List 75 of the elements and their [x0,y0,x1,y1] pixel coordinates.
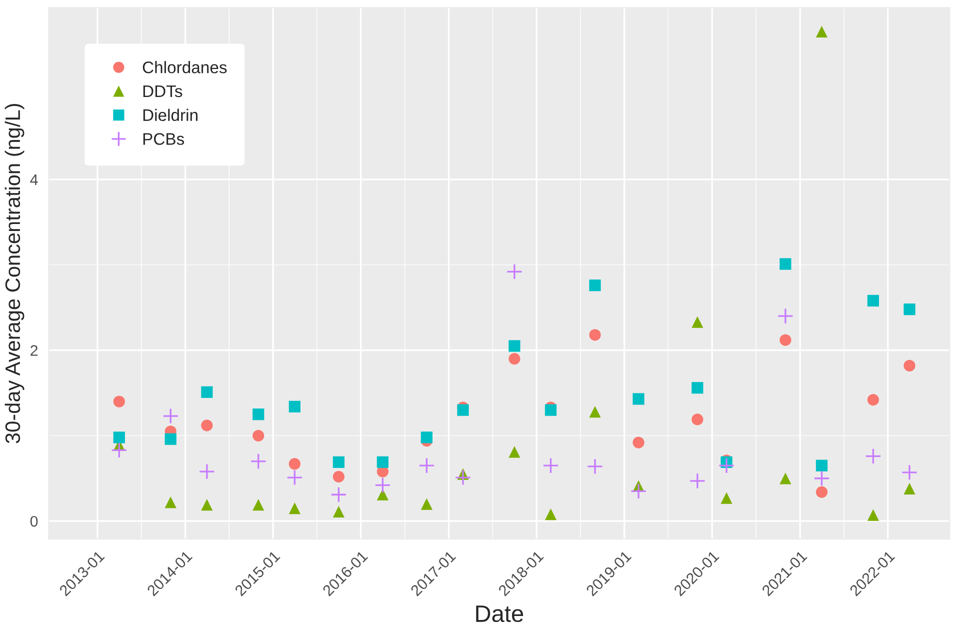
point [692,382,704,394]
point [904,482,916,494]
point [904,360,916,372]
point [376,488,388,500]
point [420,432,432,444]
point [508,340,520,352]
point [420,498,432,510]
point [113,432,125,444]
point [332,506,344,518]
point [162,408,179,424]
point [632,393,644,405]
point [330,486,347,503]
point [252,499,264,511]
point [720,492,732,504]
point [201,499,213,511]
point [508,352,520,365]
point [816,460,828,472]
point [780,334,792,346]
point [286,469,303,486]
point [418,457,435,474]
point [288,502,300,514]
point [198,463,216,480]
point [689,472,706,490]
y-axis-title: 30-day Average Concentration (ng/L) [4,104,24,444]
point [586,458,604,475]
point [632,436,644,448]
point [589,406,601,418]
legend-label: DDTs [143,86,182,98]
point [544,508,557,520]
point [867,394,879,406]
point [867,509,879,521]
legend-label: Chlordanes [142,61,227,74]
point [630,483,647,500]
point [288,400,300,412]
point [332,470,344,482]
point [113,396,125,408]
point [718,457,735,474]
point [332,456,344,468]
point [904,303,916,316]
y-tick-label: 4 [30,174,38,185]
point [865,448,882,464]
point [780,258,792,270]
y-tick-label: 2 [30,345,38,356]
point [814,470,830,486]
point [201,420,213,432]
point [692,316,704,328]
point [164,496,176,508]
point [164,433,176,445]
point [374,477,391,494]
point [544,404,557,416]
point [508,446,520,458]
point [376,456,388,468]
point [816,486,828,498]
legend-label: Dieldrin [143,108,198,122]
point [867,294,879,307]
point [542,457,559,474]
point [901,464,918,481]
point [252,430,264,442]
point [457,404,469,416]
legend-label: PCBs [143,133,184,145]
x-axis-title: Date [476,606,524,622]
point [589,329,601,341]
point [454,469,472,486]
point [692,414,704,426]
y-tick-label: 0 [30,516,38,527]
point [288,458,300,470]
point [252,408,264,420]
point [201,386,213,398]
point [506,264,523,280]
point [777,308,794,324]
point [816,26,828,38]
point [780,472,792,484]
point [250,453,266,470]
point [111,442,128,458]
point [589,280,601,292]
